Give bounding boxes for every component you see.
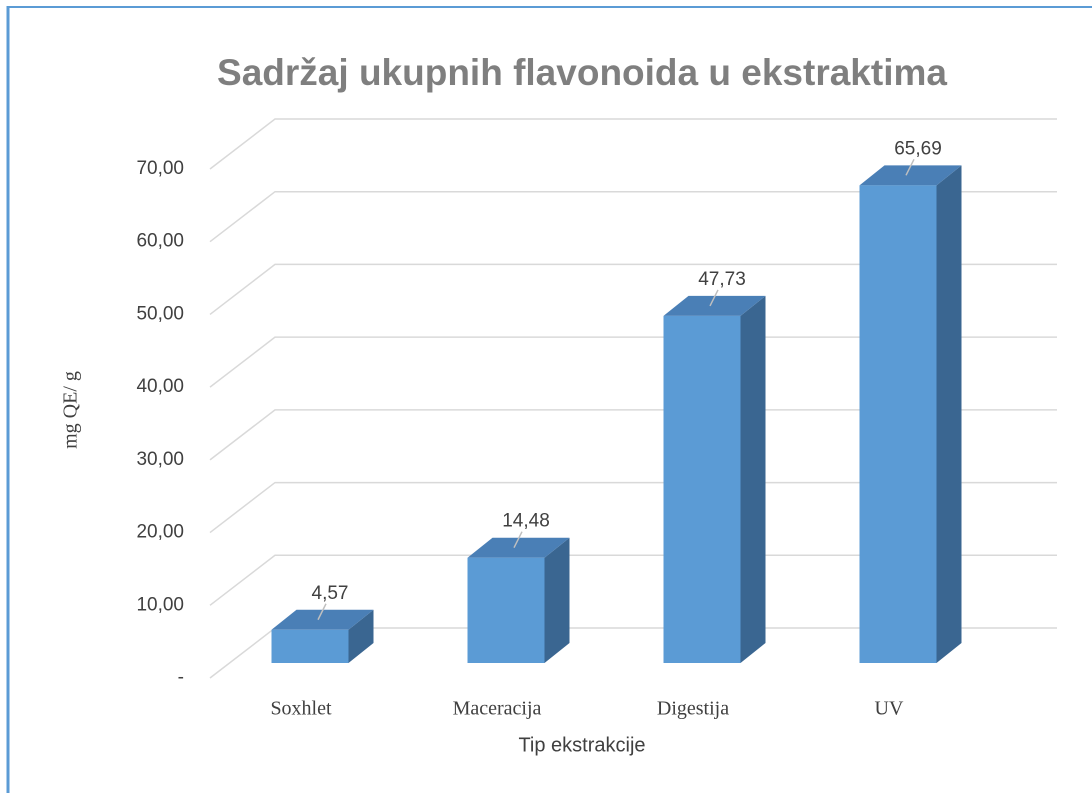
y-tick-label: 40,00 bbox=[136, 376, 184, 397]
bar bbox=[467, 557, 545, 663]
grid-line bbox=[209, 554, 1057, 606]
bar-top bbox=[663, 295, 766, 316]
bar bbox=[271, 629, 349, 663]
y-tick-label: 10,00 bbox=[136, 594, 184, 615]
data-label: 4,57 bbox=[312, 583, 349, 604]
x-tick-label: UV bbox=[875, 698, 904, 720]
bar-top bbox=[467, 537, 570, 558]
label-leader bbox=[513, 531, 523, 549]
bar-top bbox=[859, 165, 962, 186]
grid-line bbox=[209, 336, 1057, 388]
y-tick-label: 70,00 bbox=[136, 158, 184, 179]
chart-title: Sadržaj ukupnih flavonoida u ekstraktima bbox=[217, 52, 947, 93]
x-axis-title: Tip ekstrakcije bbox=[518, 734, 645, 756]
x-tick-label: Soxhlet bbox=[270, 698, 332, 720]
bar-side bbox=[544, 537, 570, 663]
y-tick-label: 60,00 bbox=[136, 231, 184, 252]
x-tick-label: Maceracija bbox=[453, 698, 542, 720]
data-label: 47,73 bbox=[698, 269, 746, 290]
x-tick-label: Digestija bbox=[657, 698, 729, 720]
data-label: 65,69 bbox=[894, 138, 942, 159]
label-leader bbox=[709, 289, 719, 307]
label-leader bbox=[905, 159, 915, 176]
grid-line bbox=[209, 409, 1057, 461]
bar-side bbox=[740, 295, 766, 663]
bar-top bbox=[271, 609, 374, 630]
y-tick-label: - bbox=[178, 667, 184, 688]
bar bbox=[859, 185, 937, 664]
bar bbox=[663, 315, 741, 663]
data-label: 14,48 bbox=[502, 511, 550, 532]
y-tick-label: 30,00 bbox=[136, 449, 184, 470]
grid-line bbox=[209, 190, 1057, 243]
y-axis-title: mg QE/ g bbox=[60, 371, 82, 449]
grid-line bbox=[209, 481, 1057, 534]
grid-line bbox=[209, 263, 1057, 316]
y-tick-label: 50,00 bbox=[136, 303, 184, 324]
label-leader bbox=[317, 603, 327, 621]
grid-line bbox=[209, 118, 1057, 170]
bar-side bbox=[348, 609, 374, 663]
bar-side bbox=[936, 165, 962, 664]
y-tick-label: 20,00 bbox=[136, 522, 184, 543]
